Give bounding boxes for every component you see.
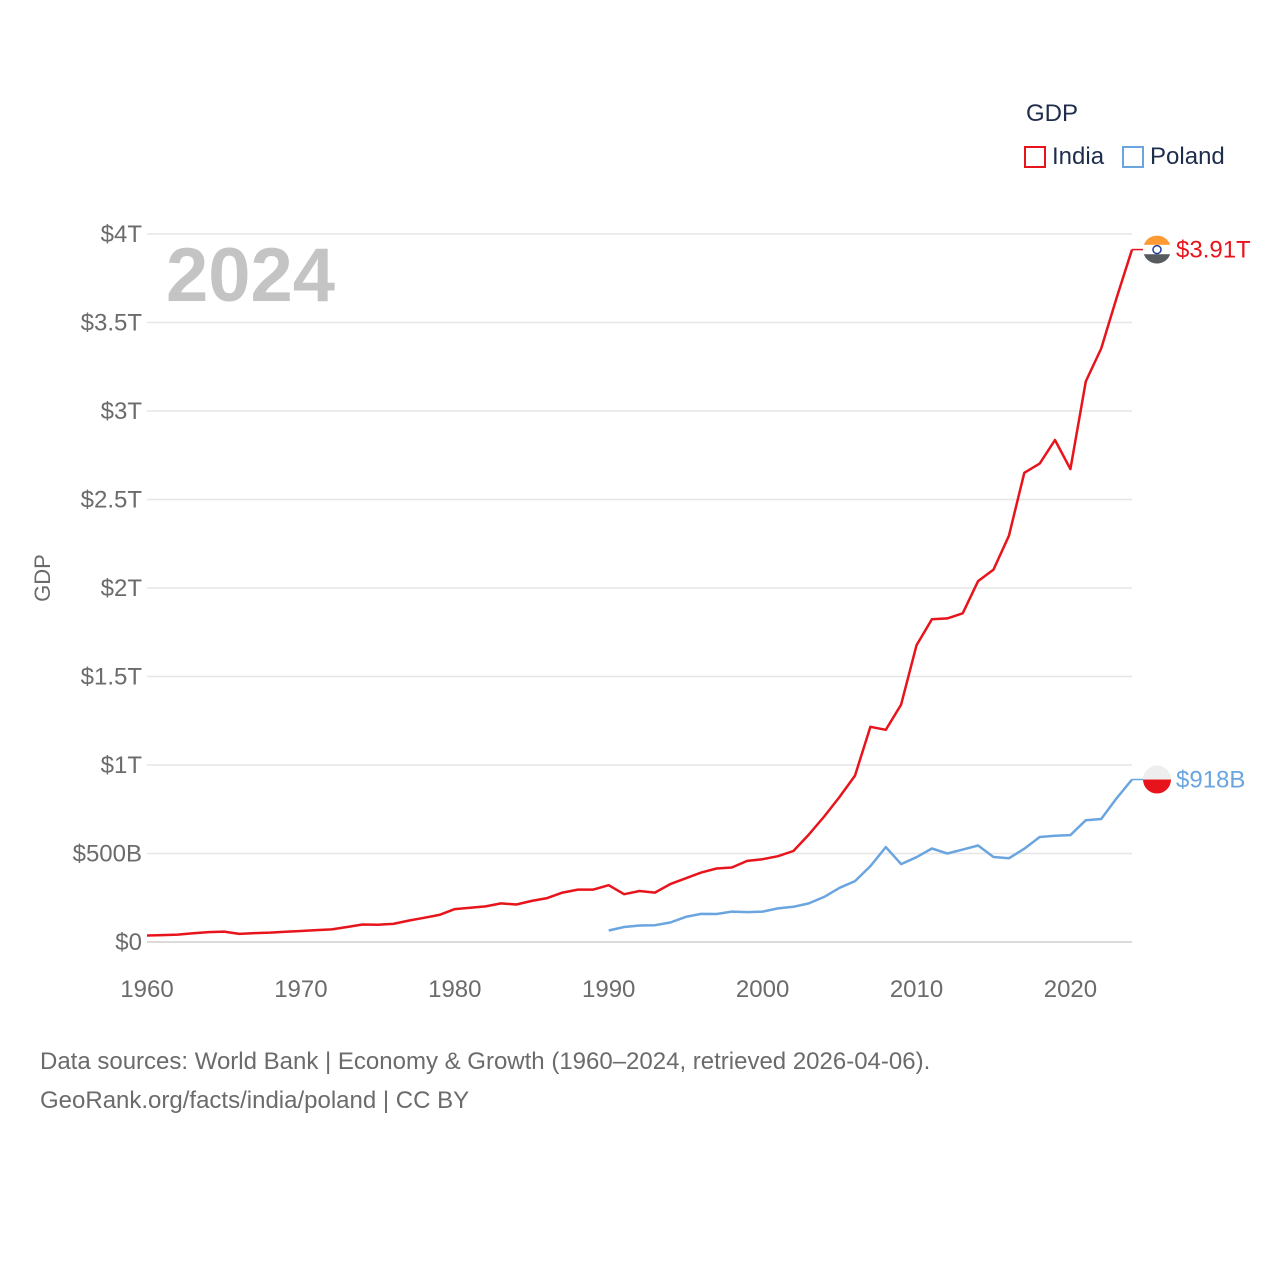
india-flag-icon — [1143, 235, 1171, 264]
series-line-india — [146, 249, 1134, 937]
x-axis-ticks: 1960 1970 1980 1990 2000 2010 2020 — [120, 976, 1097, 1003]
y-tick-label: $3T — [101, 398, 143, 425]
legend: India Poland — [1024, 143, 1225, 171]
y-tick-label: $1T — [101, 752, 143, 779]
series-line-poland — [608, 778, 1133, 932]
legend-title: GDP — [1026, 100, 1079, 127]
grid-lines — [147, 233, 1132, 943]
x-tick-label: 1960 — [120, 976, 173, 1003]
legend-item-india[interactable]: India — [1024, 143, 1104, 171]
y-tick-label: $2.5T — [81, 487, 143, 514]
series-end-markers: $3.91T $918B — [1132, 235, 1251, 794]
y-tick-label: $0 — [115, 929, 142, 956]
poland-flag-icon — [1143, 765, 1171, 794]
y-tick-label: $2T — [101, 575, 143, 602]
legend-label-poland: Poland — [1150, 143, 1225, 170]
footer-credit[interactable]: GeoRank.org/facts/india/poland | CC BY — [40, 1087, 470, 1114]
end-label-poland: $918B — [1176, 767, 1245, 794]
y-axis-label: GDP — [30, 554, 55, 602]
footer: Data sources: World Bank | Economy & Gro… — [40, 1042, 930, 1120]
y-axis-ticks: $0 $500B $1T $1.5T $2T $2.5T $3T $3.5T $4T — [73, 221, 143, 956]
x-tick-label: 1990 — [582, 976, 635, 1003]
y-tick-label: $3.5T — [81, 310, 143, 337]
x-tick-label: 1970 — [274, 976, 327, 1003]
x-tick-label: 2020 — [1044, 976, 1097, 1003]
series-lines — [146, 249, 1134, 937]
x-tick-label: 2000 — [736, 976, 789, 1003]
year-label: 2024 — [166, 233, 336, 318]
legend-label-india: India — [1052, 143, 1105, 170]
y-tick-label: $4T — [101, 221, 143, 248]
y-tick-label: $1.5T — [81, 664, 143, 691]
y-tick-label: $500B — [73, 841, 142, 868]
end-label-india: $3.91T — [1176, 237, 1251, 264]
x-tick-label: 2010 — [890, 976, 943, 1003]
legend-item-poland[interactable]: Poland — [1122, 143, 1225, 171]
x-tick-label: 1980 — [428, 976, 481, 1003]
legend-swatch-poland — [1122, 146, 1145, 168]
legend-swatch-india — [1024, 146, 1046, 168]
footer-sources: Data sources: World Bank | Economy & Gro… — [40, 1048, 931, 1075]
